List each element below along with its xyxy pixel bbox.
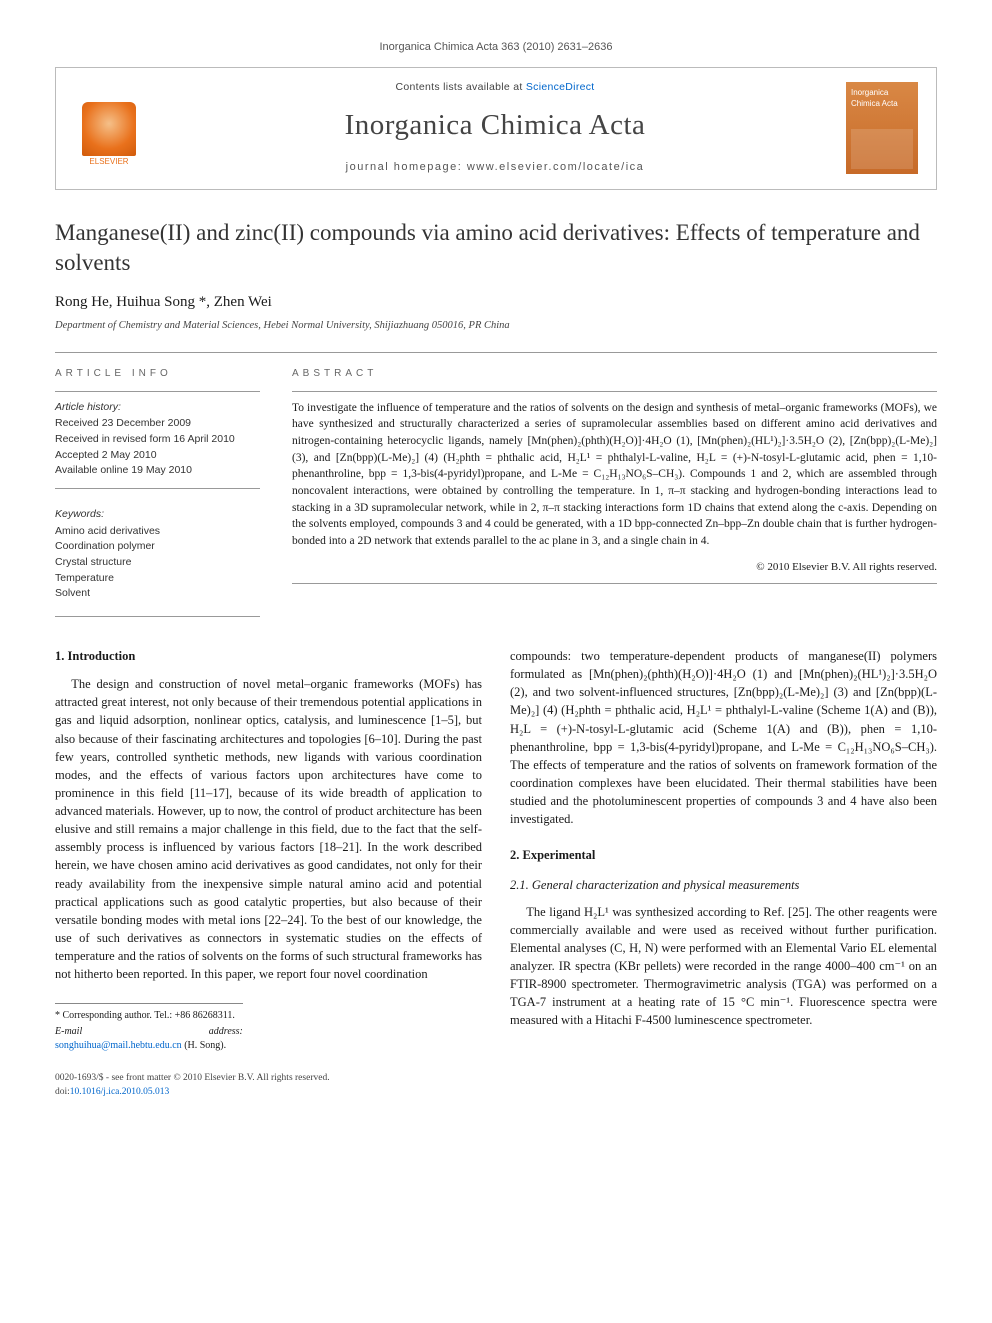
keywords-label: Keywords:: [55, 507, 260, 522]
contents-prefix: Contents lists available at: [395, 81, 525, 93]
divider: [55, 352, 937, 353]
article-title: Manganese(II) and zinc(II) compounds via…: [55, 218, 937, 278]
section-heading-intro: 1. Introduction: [55, 647, 482, 665]
front-matter-line: 0020-1693/$ - see front matter © 2010 El…: [55, 1072, 482, 1086]
publisher-logo: ELSEVIER: [74, 89, 144, 167]
divider: [292, 391, 937, 392]
header-center: Contents lists available at ScienceDirec…: [162, 80, 828, 175]
article-info-header: ARTICLE INFO: [55, 367, 260, 381]
journal-cover-thumb: Inorganica Chimica Acta: [846, 82, 918, 174]
intro-paragraph-cont: compounds: two temperature-dependent pro…: [510, 647, 937, 828]
keyword: Temperature: [55, 571, 260, 586]
abstract-header: ABSTRACT: [292, 367, 937, 381]
cover-art-icon: [851, 129, 913, 169]
homepage-url[interactable]: www.elsevier.com/locate/ica: [467, 161, 644, 173]
section-heading-experimental: 2. Experimental: [510, 846, 937, 864]
sciencedirect-link[interactable]: ScienceDirect: [526, 81, 595, 93]
keyword: Coordination polymer: [55, 539, 260, 554]
email-label: E-mail address:: [55, 1026, 243, 1037]
history-online: Available online 19 May 2010: [55, 463, 260, 478]
meta-row: ARTICLE INFO Article history: Received 2…: [55, 367, 937, 603]
history-revised: Received in revised form 16 April 2010: [55, 432, 260, 447]
keyword: Crystal structure: [55, 555, 260, 570]
history-accepted: Accepted 2 May 2010: [55, 448, 260, 463]
doi-label: doi:: [55, 1087, 70, 1097]
publisher-name: ELSEVIER: [89, 156, 128, 167]
cover-title: Inorganica Chimica Acta: [851, 87, 913, 109]
footnote-block: * Corresponding author. Tel.: +86 862683…: [55, 1003, 243, 1054]
history-received: Received 23 December 2009: [55, 416, 260, 431]
contents-line: Contents lists available at ScienceDirec…: [162, 80, 828, 95]
journal-header-box: ELSEVIER Contents lists available at Sci…: [55, 67, 937, 190]
corresponding-author: * Corresponding author. Tel.: +86 862683…: [55, 1009, 243, 1024]
experimental-paragraph: The ligand H₂L¹ was synthesized accordin…: [510, 903, 937, 1030]
authors: Rong He, Huihua Song *, Zhen Wei: [55, 292, 937, 313]
elsevier-tree-icon: [82, 102, 136, 156]
abstract-block: ABSTRACT To investigate the influence of…: [292, 367, 937, 603]
article-info: ARTICLE INFO Article history: Received 2…: [55, 367, 260, 603]
divider: [55, 391, 260, 392]
email-suffix: (H. Song).: [182, 1040, 226, 1051]
abstract-text: To investigate the influence of temperat…: [292, 400, 937, 550]
affiliation: Department of Chemistry and Material Sci…: [55, 319, 937, 334]
doi-line: doi:10.1016/j.ica.2010.05.013: [55, 1086, 482, 1100]
keyword: Amino acid derivatives: [55, 524, 260, 539]
journal-name: Inorganica Chimica Acta: [162, 105, 828, 146]
email-line: E-mail address: songhuihua@mail.hebtu.ed…: [55, 1025, 243, 1054]
front-matter: 0020-1693/$ - see front matter © 2010 El…: [55, 1072, 482, 1100]
intro-paragraph: The design and construction of novel met…: [55, 675, 482, 983]
divider: [55, 488, 260, 489]
subsection-heading: 2.1. General characterization and physic…: [510, 876, 937, 894]
homepage-prefix: journal homepage:: [346, 161, 467, 173]
history-label: Article history:: [55, 400, 260, 415]
email-link[interactable]: songhuihua@mail.hebtu.edu.cn: [55, 1040, 182, 1051]
body-columns: 1. Introduction The design and construct…: [55, 647, 937, 1099]
running-header: Inorganica Chimica Acta 363 (2010) 2631–…: [55, 40, 937, 55]
doi-link[interactable]: 10.1016/j.ica.2010.05.013: [70, 1087, 169, 1097]
copyright: © 2010 Elsevier B.V. All rights reserved…: [292, 560, 937, 575]
keyword: Solvent: [55, 586, 260, 601]
divider: [292, 583, 937, 584]
divider: [55, 616, 260, 617]
journal-homepage: journal homepage: www.elsevier.com/locat…: [162, 160, 828, 175]
